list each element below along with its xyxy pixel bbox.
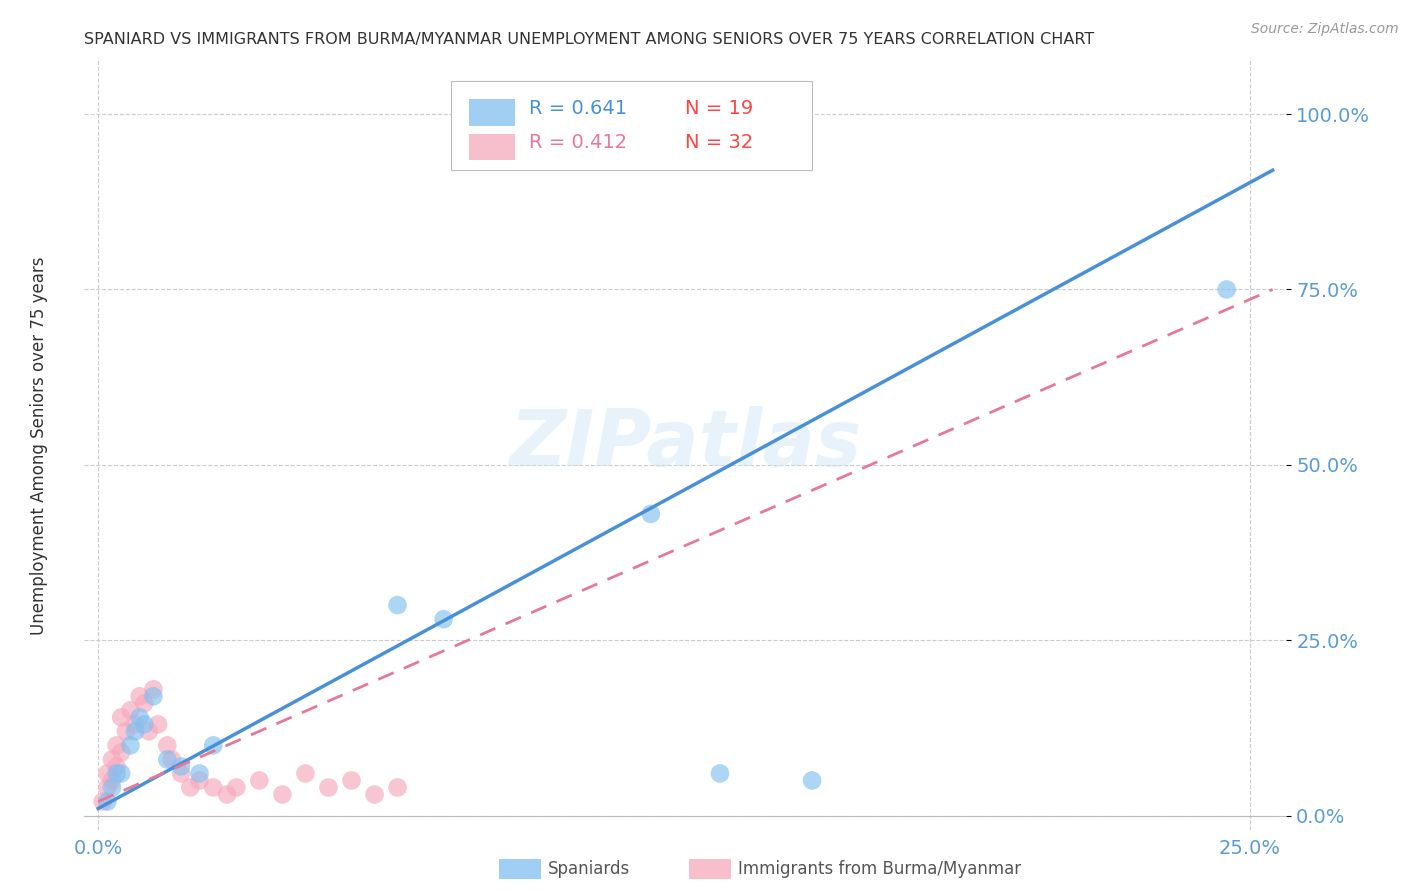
Point — [105, 759, 128, 773]
Point — [96, 766, 118, 780]
Point — [387, 598, 409, 612]
Point — [105, 766, 128, 780]
Text: Source: ZipAtlas.com: Source: ZipAtlas.com — [1251, 22, 1399, 37]
Point — [134, 696, 156, 710]
Point — [433, 612, 456, 626]
Point — [318, 780, 340, 795]
Point — [217, 788, 239, 802]
Text: N = 19: N = 19 — [686, 99, 754, 118]
Point — [142, 682, 165, 697]
Point — [709, 766, 731, 780]
Text: Unemployment Among Seniors over 75 years: Unemployment Among Seniors over 75 years — [31, 257, 48, 635]
Point — [128, 690, 150, 704]
Text: Spaniards: Spaniards — [548, 860, 630, 878]
Point — [146, 717, 169, 731]
Point — [124, 724, 146, 739]
Point — [134, 717, 156, 731]
Point — [801, 773, 824, 788]
Point — [179, 780, 201, 795]
FancyBboxPatch shape — [451, 81, 811, 169]
Point — [91, 795, 114, 809]
Point — [156, 739, 179, 753]
Point — [188, 766, 211, 780]
Point — [120, 703, 142, 717]
Point — [247, 773, 270, 788]
FancyBboxPatch shape — [470, 134, 515, 161]
Point — [110, 745, 132, 759]
Point — [225, 780, 247, 795]
Point — [294, 766, 316, 780]
Point — [101, 752, 124, 766]
Text: R = 0.412: R = 0.412 — [529, 133, 627, 153]
Point — [1215, 282, 1237, 296]
Point — [110, 766, 132, 780]
Point — [105, 739, 128, 753]
Point — [110, 710, 132, 724]
Text: R = 0.641: R = 0.641 — [529, 99, 627, 118]
Point — [128, 710, 150, 724]
Point — [340, 773, 363, 788]
Point — [363, 788, 385, 802]
Point — [160, 752, 183, 766]
FancyBboxPatch shape — [470, 99, 515, 126]
Text: SPANIARD VS IMMIGRANTS FROM BURMA/MYANMAR UNEMPLOYMENT AMONG SENIORS OVER 75 YEA: SPANIARD VS IMMIGRANTS FROM BURMA/MYANMA… — [84, 32, 1095, 47]
Point — [101, 780, 124, 795]
Point — [170, 759, 193, 773]
Point — [124, 717, 146, 731]
Point — [96, 795, 118, 809]
Text: Immigrants from Burma/Myanmar: Immigrants from Burma/Myanmar — [738, 860, 1021, 878]
Point — [114, 724, 136, 739]
Point — [101, 773, 124, 788]
Point — [202, 739, 225, 753]
Point — [271, 788, 294, 802]
Point — [120, 739, 142, 753]
Point — [96, 780, 118, 795]
Point — [142, 690, 165, 704]
Point — [188, 773, 211, 788]
Point — [170, 766, 193, 780]
Point — [202, 780, 225, 795]
Point — [640, 507, 662, 521]
Point — [387, 780, 409, 795]
Text: ZIPatlas: ZIPatlas — [509, 406, 862, 482]
Point — [156, 752, 179, 766]
Point — [138, 724, 160, 739]
Text: N = 32: N = 32 — [686, 133, 754, 153]
